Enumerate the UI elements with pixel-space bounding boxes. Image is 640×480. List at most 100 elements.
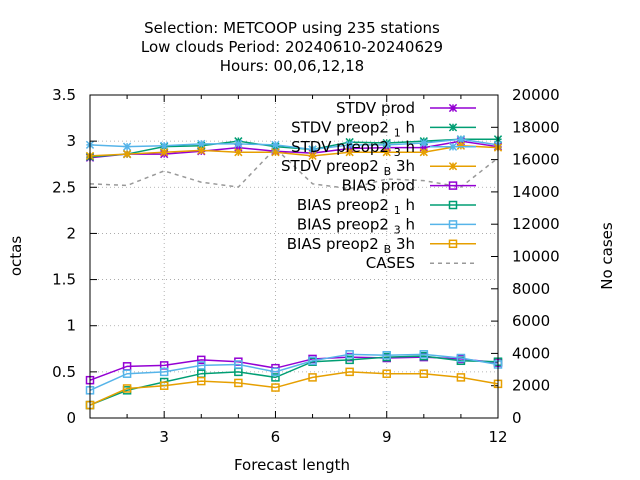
data-point [419, 369, 429, 378]
data-point [271, 373, 280, 382]
series-line [89, 371, 499, 406]
x-axis-label: Forecast length [234, 456, 350, 474]
y-tick-label: 2.5 [52, 178, 76, 196]
legend-label-part: 3h [391, 157, 415, 175]
series-5 [85, 351, 503, 410]
legend-label: BIAS preop2 1 h [297, 196, 415, 217]
legend-label-part: BIAS preop2 [287, 235, 384, 253]
legend-label: STDV preop2 B 3h [281, 157, 415, 178]
legend-marker [448, 220, 458, 229]
data-point [345, 367, 354, 377]
y2-tick-label: 10000 [512, 248, 560, 266]
data-point [419, 143, 428, 152]
legend-item: STDV prod [336, 99, 476, 117]
y2-tick-label: 4000 [512, 344, 550, 362]
legend-label: BIAS preop2 3 h [297, 215, 415, 236]
series-2 [85, 135, 503, 154]
legend-label-part: STDV prod [336, 99, 415, 117]
data-point [456, 373, 466, 382]
data-point [234, 139, 243, 149]
legend-label-part: 3h [391, 235, 415, 253]
series-line [89, 356, 499, 381]
y-tick-label: 1.5 [52, 271, 76, 289]
series-line [89, 145, 499, 157]
legend-label-part: h [401, 138, 415, 156]
data-point [122, 384, 132, 393]
legend-label-part: STDV preop2 [281, 157, 384, 175]
data-point [456, 135, 466, 144]
data-point [419, 350, 429, 359]
data-point [197, 361, 206, 370]
legend-label-part: CASES [366, 254, 415, 272]
series-line [89, 147, 499, 190]
legend-marker [448, 181, 458, 190]
legend-item: BIAS preop2 1 h [297, 196, 476, 217]
legend-label: STDV prod [336, 99, 415, 117]
data-point [456, 141, 466, 150]
y2-axis: 0 2000 4000 6000 8000 10000 12000 14000 16000 180… [491, 86, 560, 427]
legend-label: CASES [366, 254, 415, 272]
chart-title-line-3: Hours: 00,06,12,18 [220, 57, 364, 75]
legend-label: BIAS prod [342, 177, 415, 195]
y2-tick-label: 20000 [512, 86, 560, 104]
legend-label-part: h [401, 118, 415, 136]
data-point [345, 350, 354, 359]
data-point [271, 148, 280, 157]
data-point [271, 140, 280, 149]
data-point [345, 148, 354, 157]
legend-item: STDV preop2 1 h [291, 118, 476, 139]
data-point [382, 369, 391, 378]
data-point [197, 355, 206, 365]
legend-label-part: 1 [394, 126, 401, 139]
legend-marker [448, 103, 458, 113]
data-point [122, 369, 132, 378]
legend-label-part: STDV preop2 [291, 138, 394, 156]
data-point [308, 356, 317, 366]
y-tick-label: 0.5 [52, 363, 76, 381]
series-8 [89, 147, 499, 190]
legend-item: BIAS preop2 B 3h [287, 235, 476, 256]
legend-label-part: h [401, 196, 415, 214]
legend-marker [448, 123, 458, 132]
y-tick-label: 1 [66, 317, 76, 335]
data-point [234, 378, 243, 388]
y2-tick-label: 8000 [512, 280, 550, 298]
legend-item: STDV preop2 B 3h [281, 157, 476, 178]
data-point [382, 140, 391, 149]
data-point [382, 148, 391, 157]
data-point [197, 376, 206, 386]
y-tick-label: 2 [66, 224, 76, 242]
data-point [197, 146, 206, 155]
data-point [122, 142, 132, 151]
x-tick-label: 12 [488, 428, 507, 446]
data-point [234, 143, 243, 152]
legend-item: BIAS prod [342, 177, 476, 195]
data-point [419, 148, 428, 157]
y2-tick-label: 2000 [512, 377, 550, 395]
legend-label-part: BIAS preop2 [297, 196, 394, 214]
legend-label-part: BIAS preop2 [297, 215, 394, 233]
data-point [160, 148, 169, 157]
y-axis-label: octas [7, 236, 25, 276]
chart-title: Selection: METCOOP using 235 stations Lo… [141, 19, 443, 75]
data-point [382, 350, 391, 360]
y2-tick-label: 18000 [512, 118, 560, 136]
data-point [456, 353, 466, 363]
series-line [89, 355, 499, 406]
x-tick-label: 6 [271, 428, 281, 446]
grid [90, 95, 498, 418]
data-point [159, 367, 169, 377]
data-point [271, 367, 280, 377]
data-point [308, 373, 317, 382]
legend-item: CASES [366, 254, 476, 272]
data-point [160, 141, 169, 150]
legend-label-part: STDV preop2 [291, 118, 394, 136]
data-point [419, 138, 428, 148]
data-point [122, 149, 132, 159]
chart-title-line-1: Selection: METCOOP using 235 stations [144, 19, 440, 37]
legend-label-part: B [384, 243, 392, 256]
y-tick-label: 3 [66, 132, 76, 150]
data-point [345, 144, 354, 153]
